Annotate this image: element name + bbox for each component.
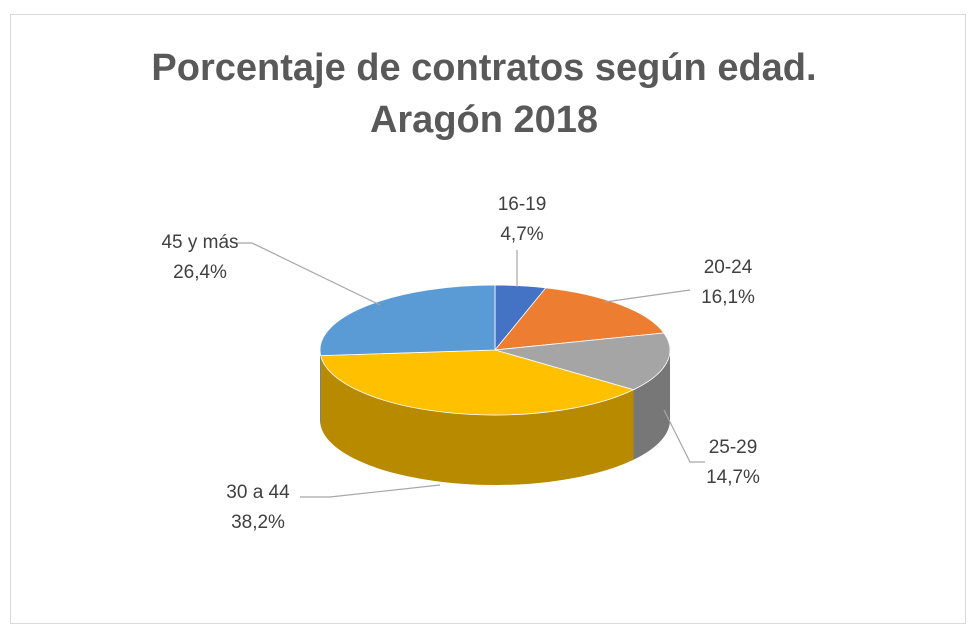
leader-line <box>300 484 441 498</box>
value-label: 4,7% <box>500 224 543 245</box>
value-label: 14,7% <box>706 467 760 488</box>
slice <box>319 284 496 357</box>
value-label: 38,2% <box>231 512 285 533</box>
leader-line <box>604 289 691 303</box>
slice-side <box>320 350 321 426</box>
slice <box>494 287 665 351</box>
slice <box>320 349 635 416</box>
category-label: 30 a 44 <box>226 482 290 503</box>
category-label: 16-19 <box>498 194 547 215</box>
value-label: 26,4% <box>173 262 227 283</box>
category-label: 20-24 <box>704 257 753 278</box>
category-label: 45 y más <box>161 232 238 253</box>
chart-title: Porcentaje de contratos según edad. Arag… <box>151 47 817 141</box>
category-label: 25-29 <box>709 437 758 458</box>
slice <box>494 332 671 391</box>
leader-line <box>236 242 381 306</box>
leader-line <box>663 409 705 463</box>
slice-side <box>633 350 670 460</box>
slice-side <box>320 355 634 486</box>
value-label: 16,1% <box>701 287 755 308</box>
